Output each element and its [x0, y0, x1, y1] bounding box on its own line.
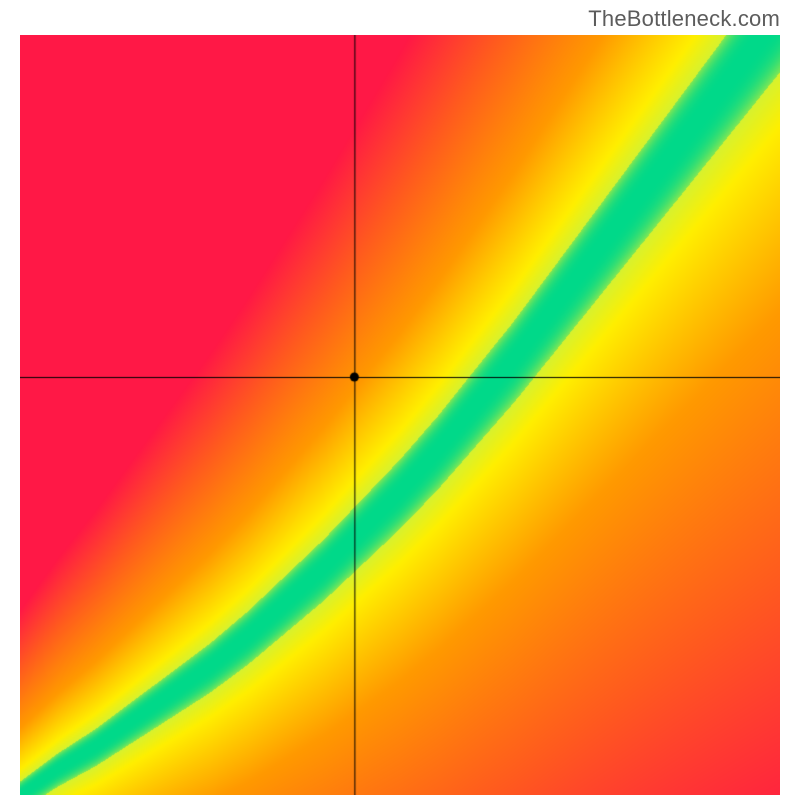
- heatmap-canvas: [20, 35, 780, 795]
- chart-container: TheBottleneck.com: [0, 0, 800, 800]
- heatmap-plot: [20, 35, 780, 795]
- watermark-text: TheBottleneck.com: [588, 6, 780, 32]
